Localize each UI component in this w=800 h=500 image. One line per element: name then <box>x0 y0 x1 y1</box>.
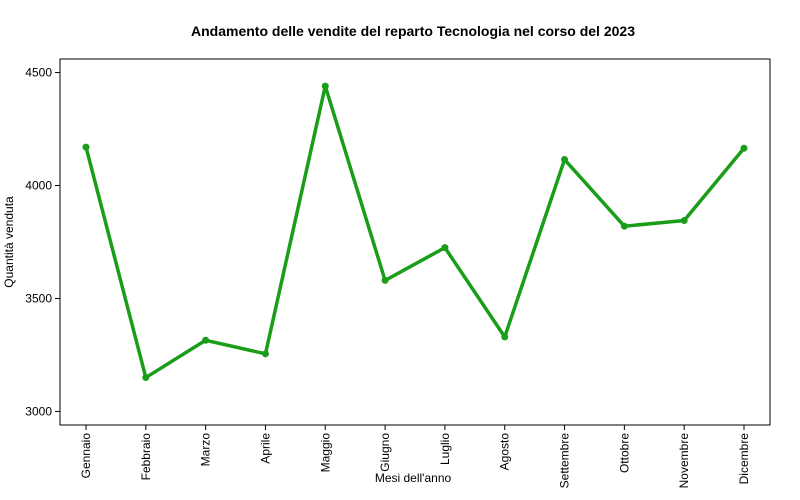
data-point <box>381 276 389 284</box>
plot-frame <box>59 58 771 426</box>
data-point <box>261 350 269 358</box>
series-line <box>84 84 746 380</box>
x-tick-label: Settembre <box>558 433 572 489</box>
y-tick-label: 4000 <box>25 179 52 193</box>
y-tick-label: 3000 <box>25 404 52 418</box>
data-point <box>142 374 150 382</box>
y-tick-label: 3500 <box>25 291 52 305</box>
x-tick-label: Dicembre <box>737 433 751 485</box>
x-tick-label: Gennaio <box>79 433 93 479</box>
data-point <box>501 333 509 341</box>
y-axis-label: Quantità venduta <box>2 196 16 288</box>
x-tick-label: Novembre <box>677 433 691 489</box>
x-tick-label: Luglio <box>438 433 452 465</box>
data-point <box>680 217 688 225</box>
data-point <box>321 82 329 90</box>
x-axis: Gennaio Febbraio Marzo Aprile Maggio Giugno Lu… <box>79 425 751 488</box>
y-axis: 3000 3500 4000 4500 <box>25 66 60 418</box>
x-tick-label: Febbraio <box>139 433 153 481</box>
x-tick-label: Aprile <box>258 433 272 464</box>
data-point <box>82 143 90 151</box>
data-point <box>202 336 210 344</box>
x-axis-label: Mesi dell'anno <box>375 471 452 485</box>
data-point <box>441 244 449 252</box>
data-point <box>620 222 628 230</box>
series-sales <box>82 82 748 382</box>
x-tick-label: Marzo <box>199 433 213 467</box>
x-tick-label: Maggio <box>318 433 332 473</box>
chart-title: Andamento delle vendite del reparto Tecn… <box>191 23 635 39</box>
data-point <box>561 156 569 164</box>
y-tick-label: 4500 <box>25 66 52 80</box>
x-tick-label: Ottobre <box>617 433 631 473</box>
x-tick-label: Giugno <box>378 433 392 472</box>
data-point <box>740 144 748 152</box>
x-tick-label: Agosto <box>498 433 512 471</box>
